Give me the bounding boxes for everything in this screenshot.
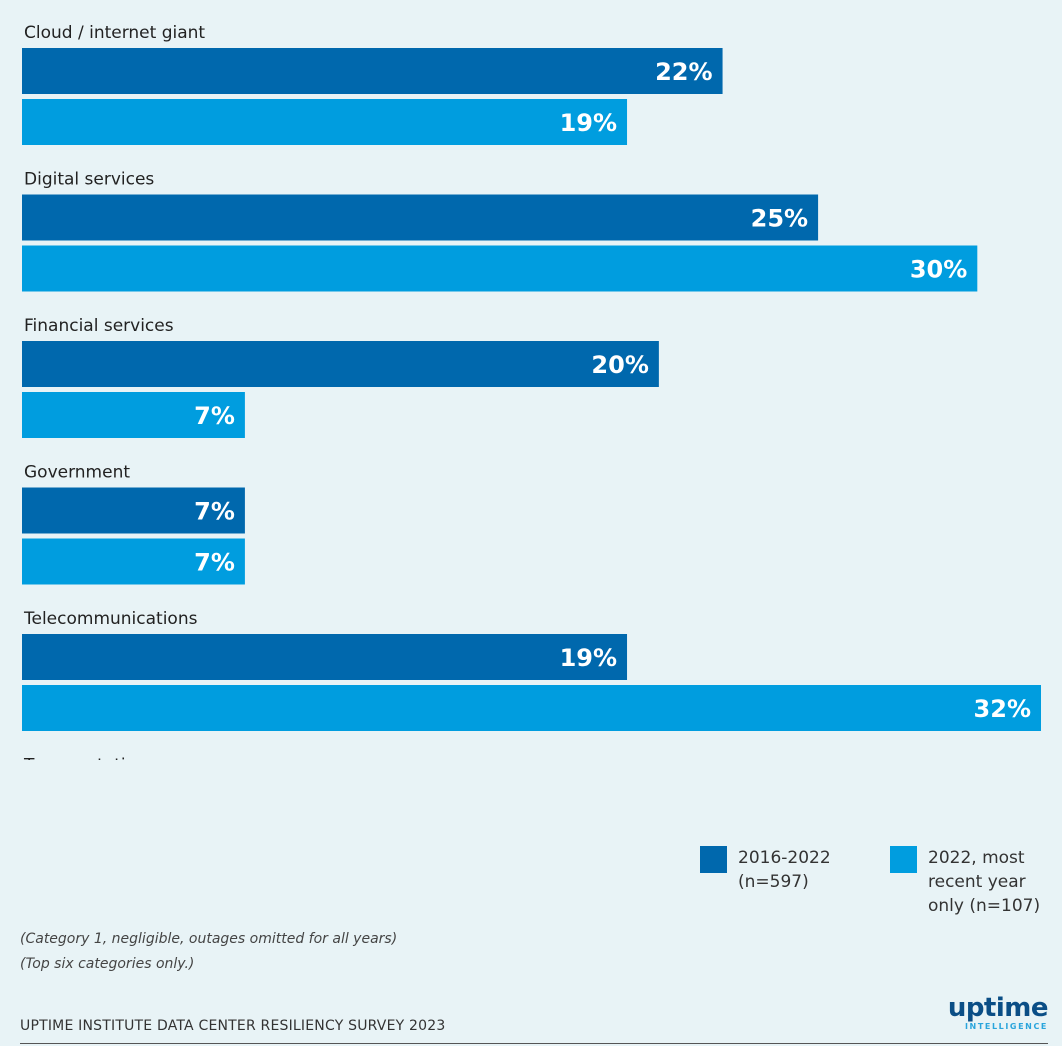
value-label-financial-services-series-2: 7%: [194, 402, 235, 430]
bar-government-series-2: [22, 538, 245, 585]
bar-telecommunications-series-2: [22, 685, 1041, 731]
value-label-government-series-2: 7%: [194, 549, 235, 577]
category-label-telecommunications: Telecommunications: [23, 609, 198, 629]
bar-financial-services-series-1: [22, 341, 659, 387]
value-label-telecommunications-series-2: 32%: [974, 695, 1031, 723]
value-label-government-series-1: 7%: [194, 498, 235, 526]
value-label-telecommunications-series-1: 19%: [560, 644, 617, 672]
value-label-cloud-internet-giant-series-1: 22%: [655, 58, 712, 86]
bar-telecommunications-series-1: [22, 634, 628, 680]
category-label-digital-services: Digital services: [24, 170, 154, 190]
value-label-digital-services-series-1: 25%: [751, 205, 808, 233]
category-label-cloud-internet-giant: Cloud / internet giant: [24, 23, 205, 43]
legend-label-2022: 2022, most recent year only (n=107): [928, 848, 1041, 916]
category-label-financial-services: Financial services: [24, 316, 174, 336]
footnote-category-1: (Category 1, negligible, outages omitted…: [20, 931, 398, 947]
value-label-cloud-internet-giant-series-2: 19%: [560, 109, 617, 137]
value-label-digital-services-series-2: 30%: [910, 256, 967, 284]
bar-financial-services-series-2: [22, 392, 245, 438]
bar-cloud-internet-giant-series-2: [22, 99, 628, 145]
bar-chart: Cloud / internet giant 22% 19% Digital serv…: [22, 23, 1041, 761]
bar-digital-services-series-2: [22, 245, 978, 292]
value-label-financial-services-series-1: 20%: [591, 351, 648, 379]
logo-wordmark: uptime: [947, 993, 1049, 1023]
logo-subtitle: INTELLIGENCE: [964, 1022, 1048, 1031]
category-label-government: Government: [24, 463, 130, 483]
source-credit: UPTIME INSTITUTE DATA CENTER RESILIENCY …: [20, 1018, 446, 1034]
bar-government-series-1: [22, 487, 245, 534]
footnote-top-six: (Top six categories only.): [20, 956, 195, 972]
bar-cloud-internet-giant-series-1: [22, 48, 723, 94]
legend-swatch-2016-2022: [700, 846, 727, 873]
bar-digital-services-series-1: [22, 194, 819, 241]
category-label-transportation: Transportation: [23, 756, 147, 761]
uptime-logo: uptime INTELLIGENCE: [947, 993, 1049, 1031]
legend-swatch-2022: [890, 846, 917, 873]
legend-label-2016-2022: 2016-2022 (n=597): [738, 848, 831, 892]
footer-divider: [20, 1043, 1048, 1044]
